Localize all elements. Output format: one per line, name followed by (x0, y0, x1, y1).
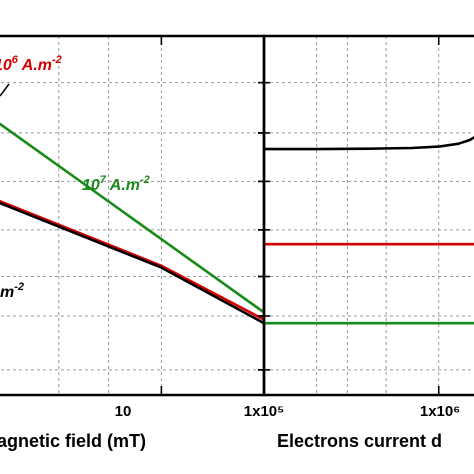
x-tick-label: 10 (115, 403, 132, 420)
right-series (264, 136, 474, 325)
right-panel: 1x10⁵ 1x10⁶ Electrons current d (244, 34, 474, 451)
x-axis-label: Magnetic field (mT) (0, 431, 146, 451)
annotation-leader-line (0, 83, 10, 97)
left-plot-frame (0, 34, 266, 397)
left-ticks (160, 36, 264, 395)
x-tick-label: 1x10⁵ (244, 403, 284, 420)
x-axis-label: Electrons current d (277, 431, 442, 451)
right-plot-frame (262, 34, 474, 397)
annotation-1e7: 107 A.m-2 (82, 174, 150, 194)
annotation-black: m-2 (0, 281, 24, 301)
right-grid (264, 36, 474, 395)
annotation-1e6: 106 A.m-2 (0, 54, 62, 74)
right-ticks (258, 36, 440, 395)
series-line-1 (0, 199, 265, 321)
x-tick-label: 1x10⁶ (420, 403, 460, 420)
left-panel: 10 Magnetic field (mT) 106 A.m-2 107 A.m… (0, 34, 266, 451)
left-series (0, 122, 265, 325)
left-grid (0, 36, 264, 395)
series-line-2 (0, 201, 265, 325)
series-line-0 (0, 122, 265, 314)
series-line-0 (264, 136, 474, 151)
